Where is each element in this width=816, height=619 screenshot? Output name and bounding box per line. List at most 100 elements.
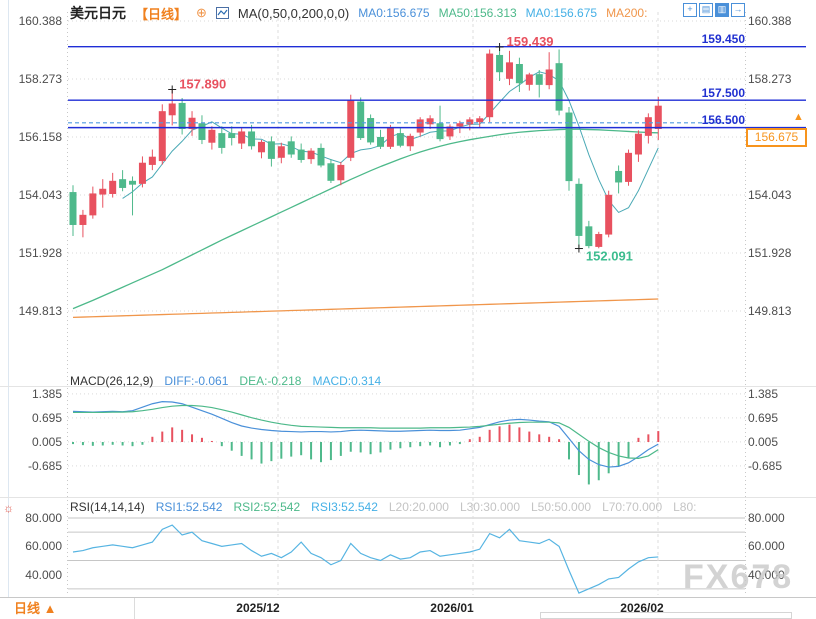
macd-title[interactable]: MACD(26,12,9) (70, 374, 154, 388)
candle-body (535, 74, 543, 85)
price-annotation: 159.439 (507, 34, 554, 49)
horizontal-scrollbar-thumb[interactable] (540, 612, 792, 619)
price-axis-label-right: 158.273 (748, 71, 792, 86)
macd-dea-line (73, 404, 659, 459)
chart-header: 美元日元 【日线】 ⊕ MA(0,50,0,200,0,0) MA0:156.6… (70, 3, 647, 23)
price-line-label[interactable]: 159.450 (701, 32, 745, 47)
ma-settings[interactable]: MA(0,50,0,200,0,0) (237, 5, 350, 21)
candle-body (119, 179, 127, 188)
candle-body (178, 102, 186, 129)
symbol-name[interactable]: 美元日元 (70, 5, 126, 21)
rsi-axis-label-right: 60.000 (748, 539, 785, 554)
exit-chart-icon[interactable]: → (731, 3, 745, 17)
axis-chart-icon[interactable]: ▤ (699, 3, 713, 17)
price-axis-label-left: 156.158 (18, 129, 62, 144)
rsi-axis-label-right: 40.000 (748, 567, 785, 582)
candle-body (585, 226, 593, 247)
ma-short-line (122, 71, 659, 214)
macd-header: MACD(26,12,9) DIFF:-0.061 DEA:-0.218 MAC… (70, 374, 381, 388)
macd-diff-line (72, 401, 659, 468)
chart-toolbar: + ▤ ▥ → (683, 3, 745, 17)
price-axis-label-right: 149.813 (748, 303, 792, 318)
candle-body (486, 53, 494, 118)
macd-axis-label-left: 0.005 (31, 434, 62, 449)
price-axis-label-right: 151.928 (748, 245, 792, 260)
candle-body (188, 117, 196, 129)
candle-body (327, 163, 335, 181)
bar-chart-icon[interactable]: ▥ (715, 3, 729, 17)
macd-axis-label-right: 0.005 (748, 434, 779, 449)
add-indicator-icon[interactable]: ⊕ (196, 5, 207, 20)
price-line-label[interactable]: 156.500 (701, 113, 745, 128)
candle-body (476, 118, 484, 123)
ma0-value: MA0:156.675 (358, 6, 430, 20)
rsi-panel-divider (0, 497, 816, 498)
rsi-title[interactable]: RSI(14,14,14) (70, 500, 145, 514)
ma0-value-2: MA0:156.675 (525, 6, 598, 20)
left-gutter-divider (8, 0, 9, 619)
candle-body (644, 117, 652, 136)
candle-body (595, 234, 603, 247)
candle-body (287, 141, 295, 155)
ma200-value: MA200: (606, 6, 648, 20)
candle-body (654, 105, 662, 129)
candle-body (466, 119, 474, 125)
candle-body (377, 136, 385, 147)
indicator-settings-icon[interactable]: ☼ (3, 501, 14, 515)
candle-body (109, 180, 117, 194)
macd-diff-value: DIFF:-0.061 (164, 374, 229, 388)
candle-body (406, 135, 414, 147)
macd-panel-divider (0, 386, 816, 387)
price-axis-label-left: 160.388 (18, 14, 62, 28)
ma50-line (72, 128, 659, 310)
candle-body (208, 129, 216, 143)
macd-axis-label-right: -0.685 (748, 458, 783, 473)
price-axis-label-left: 149.813 (18, 303, 62, 318)
candle-body (446, 126, 454, 137)
candle-body (525, 74, 533, 85)
candle-body (99, 188, 107, 195)
rsi-axis-label-right: 80.000 (748, 511, 785, 525)
candle-body (267, 141, 275, 159)
ma-indicator-icon[interactable] (215, 7, 229, 19)
candle-body (396, 133, 404, 146)
price-annotation: 157.890 (179, 77, 226, 92)
candle-body (456, 123, 464, 127)
rsi-axis-label-left: 80.000 (25, 511, 62, 525)
candle-body (228, 133, 236, 139)
rsi2-value: RSI2:52.542 (233, 500, 301, 514)
candle-body (496, 54, 504, 73)
candle-body (436, 123, 444, 140)
candle-body (337, 164, 345, 181)
ma50-value: MA50:156.313 (438, 6, 517, 20)
rsi-l30: L30:30.000 (459, 500, 520, 514)
date-label: 2026/02 (620, 601, 664, 615)
candle-body (69, 192, 77, 225)
period-tag[interactable]: 【日线】 (135, 6, 188, 22)
candle-body (277, 146, 285, 158)
rsi-l70: L70:70.000 (602, 500, 663, 514)
scroll-to-latest-icon[interactable]: ▲ (793, 111, 804, 123)
rsi-header: RSI(14,14,14) RSI1:52.542 RSI2:52.542 RS… (70, 500, 696, 514)
macd-hist-value: MACD:0.314 (312, 374, 382, 388)
price-axis-label-left: 154.043 (18, 187, 62, 202)
candle-body (615, 170, 623, 183)
price-annotation: 152.091 (586, 249, 633, 264)
candle-body (357, 101, 365, 139)
rsi-l50: L50:50.000 (531, 500, 592, 514)
rsi-axis-label-left: 40.000 (25, 567, 62, 582)
pan-icon[interactable]: + (683, 3, 697, 17)
rsi3-value: RSI3:52.542 (311, 500, 378, 514)
candle-body (605, 194, 613, 235)
candle-body (238, 131, 246, 144)
price-line-label[interactable]: 157.500 (701, 85, 745, 100)
candle-body (367, 118, 375, 143)
period-selector[interactable]: 日线 ▲ (0, 598, 135, 619)
rsi-line (72, 524, 659, 594)
candle-body (634, 133, 642, 155)
candle-body (198, 123, 206, 140)
price-axis-label-right: 160.388 (748, 14, 792, 28)
candle-body (347, 99, 355, 158)
candle-body (248, 131, 256, 147)
